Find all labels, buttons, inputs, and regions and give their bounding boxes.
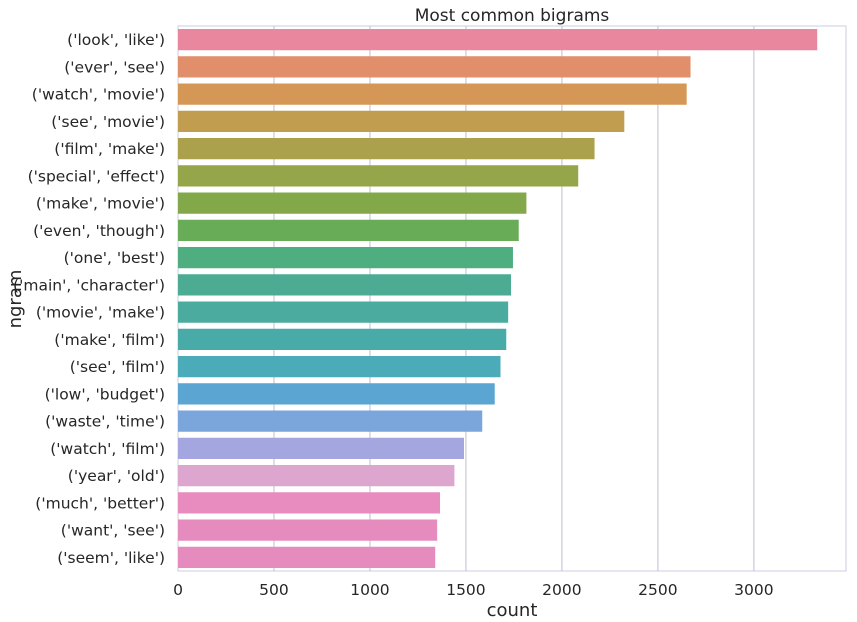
y-tick-label: ('low', 'budget') bbox=[45, 385, 165, 403]
x-tick-label: 2500 bbox=[638, 581, 677, 599]
y-axis-title: ngram bbox=[5, 270, 26, 329]
y-tick-label: ('seem', 'like') bbox=[57, 549, 165, 567]
y-tick-label: ('see', 'movie') bbox=[51, 113, 165, 131]
y-tick-label: ('make', 'movie') bbox=[36, 195, 165, 213]
bar bbox=[178, 274, 512, 296]
bar bbox=[178, 56, 691, 78]
y-tick-label: ('year', 'old') bbox=[68, 467, 165, 485]
y-tick-label: ('want', 'see') bbox=[61, 522, 165, 540]
y-tick-label: ('film', 'make') bbox=[54, 140, 165, 158]
y-tick-label: ('watch', 'film') bbox=[50, 440, 165, 458]
y-tick-label: ('much', 'better') bbox=[35, 494, 165, 512]
y-tick-label: ('even', 'though') bbox=[33, 222, 165, 240]
y-tick-label: ('one', 'best') bbox=[64, 249, 165, 267]
bar bbox=[178, 165, 579, 187]
bar bbox=[178, 546, 436, 569]
x-tick-labels: 0 500 1000 1500 2000 2500 3000 bbox=[173, 581, 774, 599]
y-tick-label: ('main', 'character') bbox=[13, 276, 165, 294]
bar bbox=[178, 192, 527, 214]
bar bbox=[178, 519, 438, 541]
bar bbox=[178, 219, 519, 242]
y-tick-label: ('special', 'effect') bbox=[28, 167, 165, 185]
x-tick-label: 3000 bbox=[734, 581, 773, 599]
bar bbox=[178, 355, 501, 378]
bar bbox=[178, 437, 465, 460]
x-axis-title: count bbox=[487, 600, 538, 621]
bar bbox=[178, 383, 495, 405]
x-tick-label: 1000 bbox=[350, 581, 389, 599]
bar bbox=[178, 464, 455, 487]
y-tick-label: ('watch', 'movie') bbox=[32, 86, 165, 104]
bar bbox=[178, 83, 687, 105]
bar bbox=[178, 328, 507, 351]
x-tick-label: 500 bbox=[259, 581, 289, 599]
y-tick-label: ('movie', 'make') bbox=[36, 304, 165, 322]
x-tick-label: 2000 bbox=[542, 581, 581, 599]
y-tick-label: ('ever', 'see') bbox=[64, 58, 165, 76]
y-tick-label: ('see', 'film') bbox=[70, 358, 165, 376]
y-tick-label: ('look', 'like') bbox=[67, 31, 165, 49]
bar bbox=[178, 110, 625, 133]
bar bbox=[178, 410, 483, 432]
bar bbox=[178, 137, 595, 160]
bars bbox=[178, 28, 818, 569]
chart-title: Most common bigrams bbox=[415, 6, 610, 26]
bar bbox=[178, 246, 513, 269]
y-tick-label: ('make', 'film') bbox=[54, 331, 165, 349]
bar bbox=[178, 492, 441, 514]
y-tick-label: ('waste', 'time') bbox=[45, 413, 165, 431]
plot-area-frame bbox=[177, 25, 847, 572]
y-tick-labels: ('look', 'like') ('ever', 'see') ('watch',… bbox=[13, 31, 165, 567]
x-tick-label: 0 bbox=[173, 581, 183, 599]
x-tick-label: 1500 bbox=[446, 581, 485, 599]
bar bbox=[178, 301, 509, 323]
bar bbox=[178, 28, 818, 51]
